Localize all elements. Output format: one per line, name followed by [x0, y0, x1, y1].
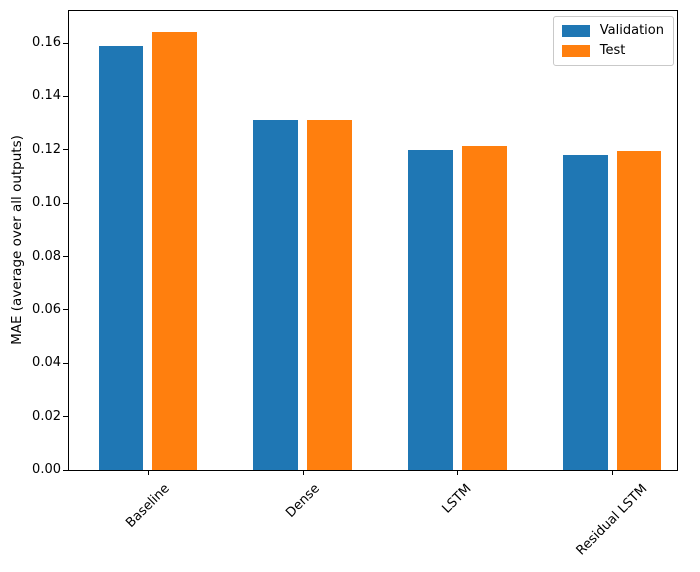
y-tick-label: 0.08 — [32, 248, 61, 264]
bar-test-dense — [306, 120, 352, 470]
y-tick-label: 0.00 — [32, 462, 61, 477]
bar-test-lstm — [461, 145, 507, 470]
y-tick-mark — [63, 95, 68, 97]
y-tick-label: 0.04 — [32, 355, 61, 371]
bar-test-residual-lstm — [616, 151, 662, 470]
y-tick-mark — [63, 362, 68, 364]
y-tick-mark — [63, 416, 68, 418]
y-tick-mark — [63, 256, 68, 257]
bar-test-baseline — [151, 32, 197, 470]
y-tick-label: 0.10 — [32, 195, 61, 211]
y-tick-label: 0.02 — [32, 408, 61, 424]
y-tick-mark — [63, 42, 68, 44]
bar-validation-dense — [253, 120, 299, 470]
legend-color-swatch-test — [561, 45, 590, 57]
bar-validation-baseline — [98, 45, 144, 470]
x-tick-mark — [457, 471, 459, 475]
y-tick-mark — [63, 149, 68, 151]
legend-label-validation: Validation — [599, 23, 664, 38]
y-tick-mark — [63, 309, 68, 311]
bar-validation-lstm — [408, 149, 454, 470]
x-tick-mark — [147, 471, 149, 475]
legend-color-swatch-validation — [561, 25, 590, 37]
bar-validation-residual-lstm — [563, 155, 608, 470]
x-tick-label-residual-lstm: Residual LSTM — [573, 481, 651, 559]
legend-entry-test: Test — [561, 43, 664, 58]
y-tick-label: 0.16 — [32, 35, 61, 51]
x-tick-label-baseline: Baseline — [122, 481, 173, 532]
y-tick-label: 0.14 — [32, 88, 61, 104]
x-tick-mark — [302, 471, 304, 475]
x-tick-mark — [612, 471, 614, 475]
y-tick-mark — [63, 469, 68, 471]
y-tick-mark — [63, 202, 68, 204]
legend-entry-validation: Validation — [561, 23, 664, 38]
y-tick-label: 0.06 — [32, 301, 61, 317]
y-tick-label: 0.12 — [32, 141, 61, 157]
x-tick-label-lstm: LSTM — [439, 481, 475, 517]
legend: Validation Test — [552, 16, 674, 66]
x-tick-label-dense: Dense — [282, 481, 323, 522]
legend-label-test: Test — [599, 43, 626, 58]
